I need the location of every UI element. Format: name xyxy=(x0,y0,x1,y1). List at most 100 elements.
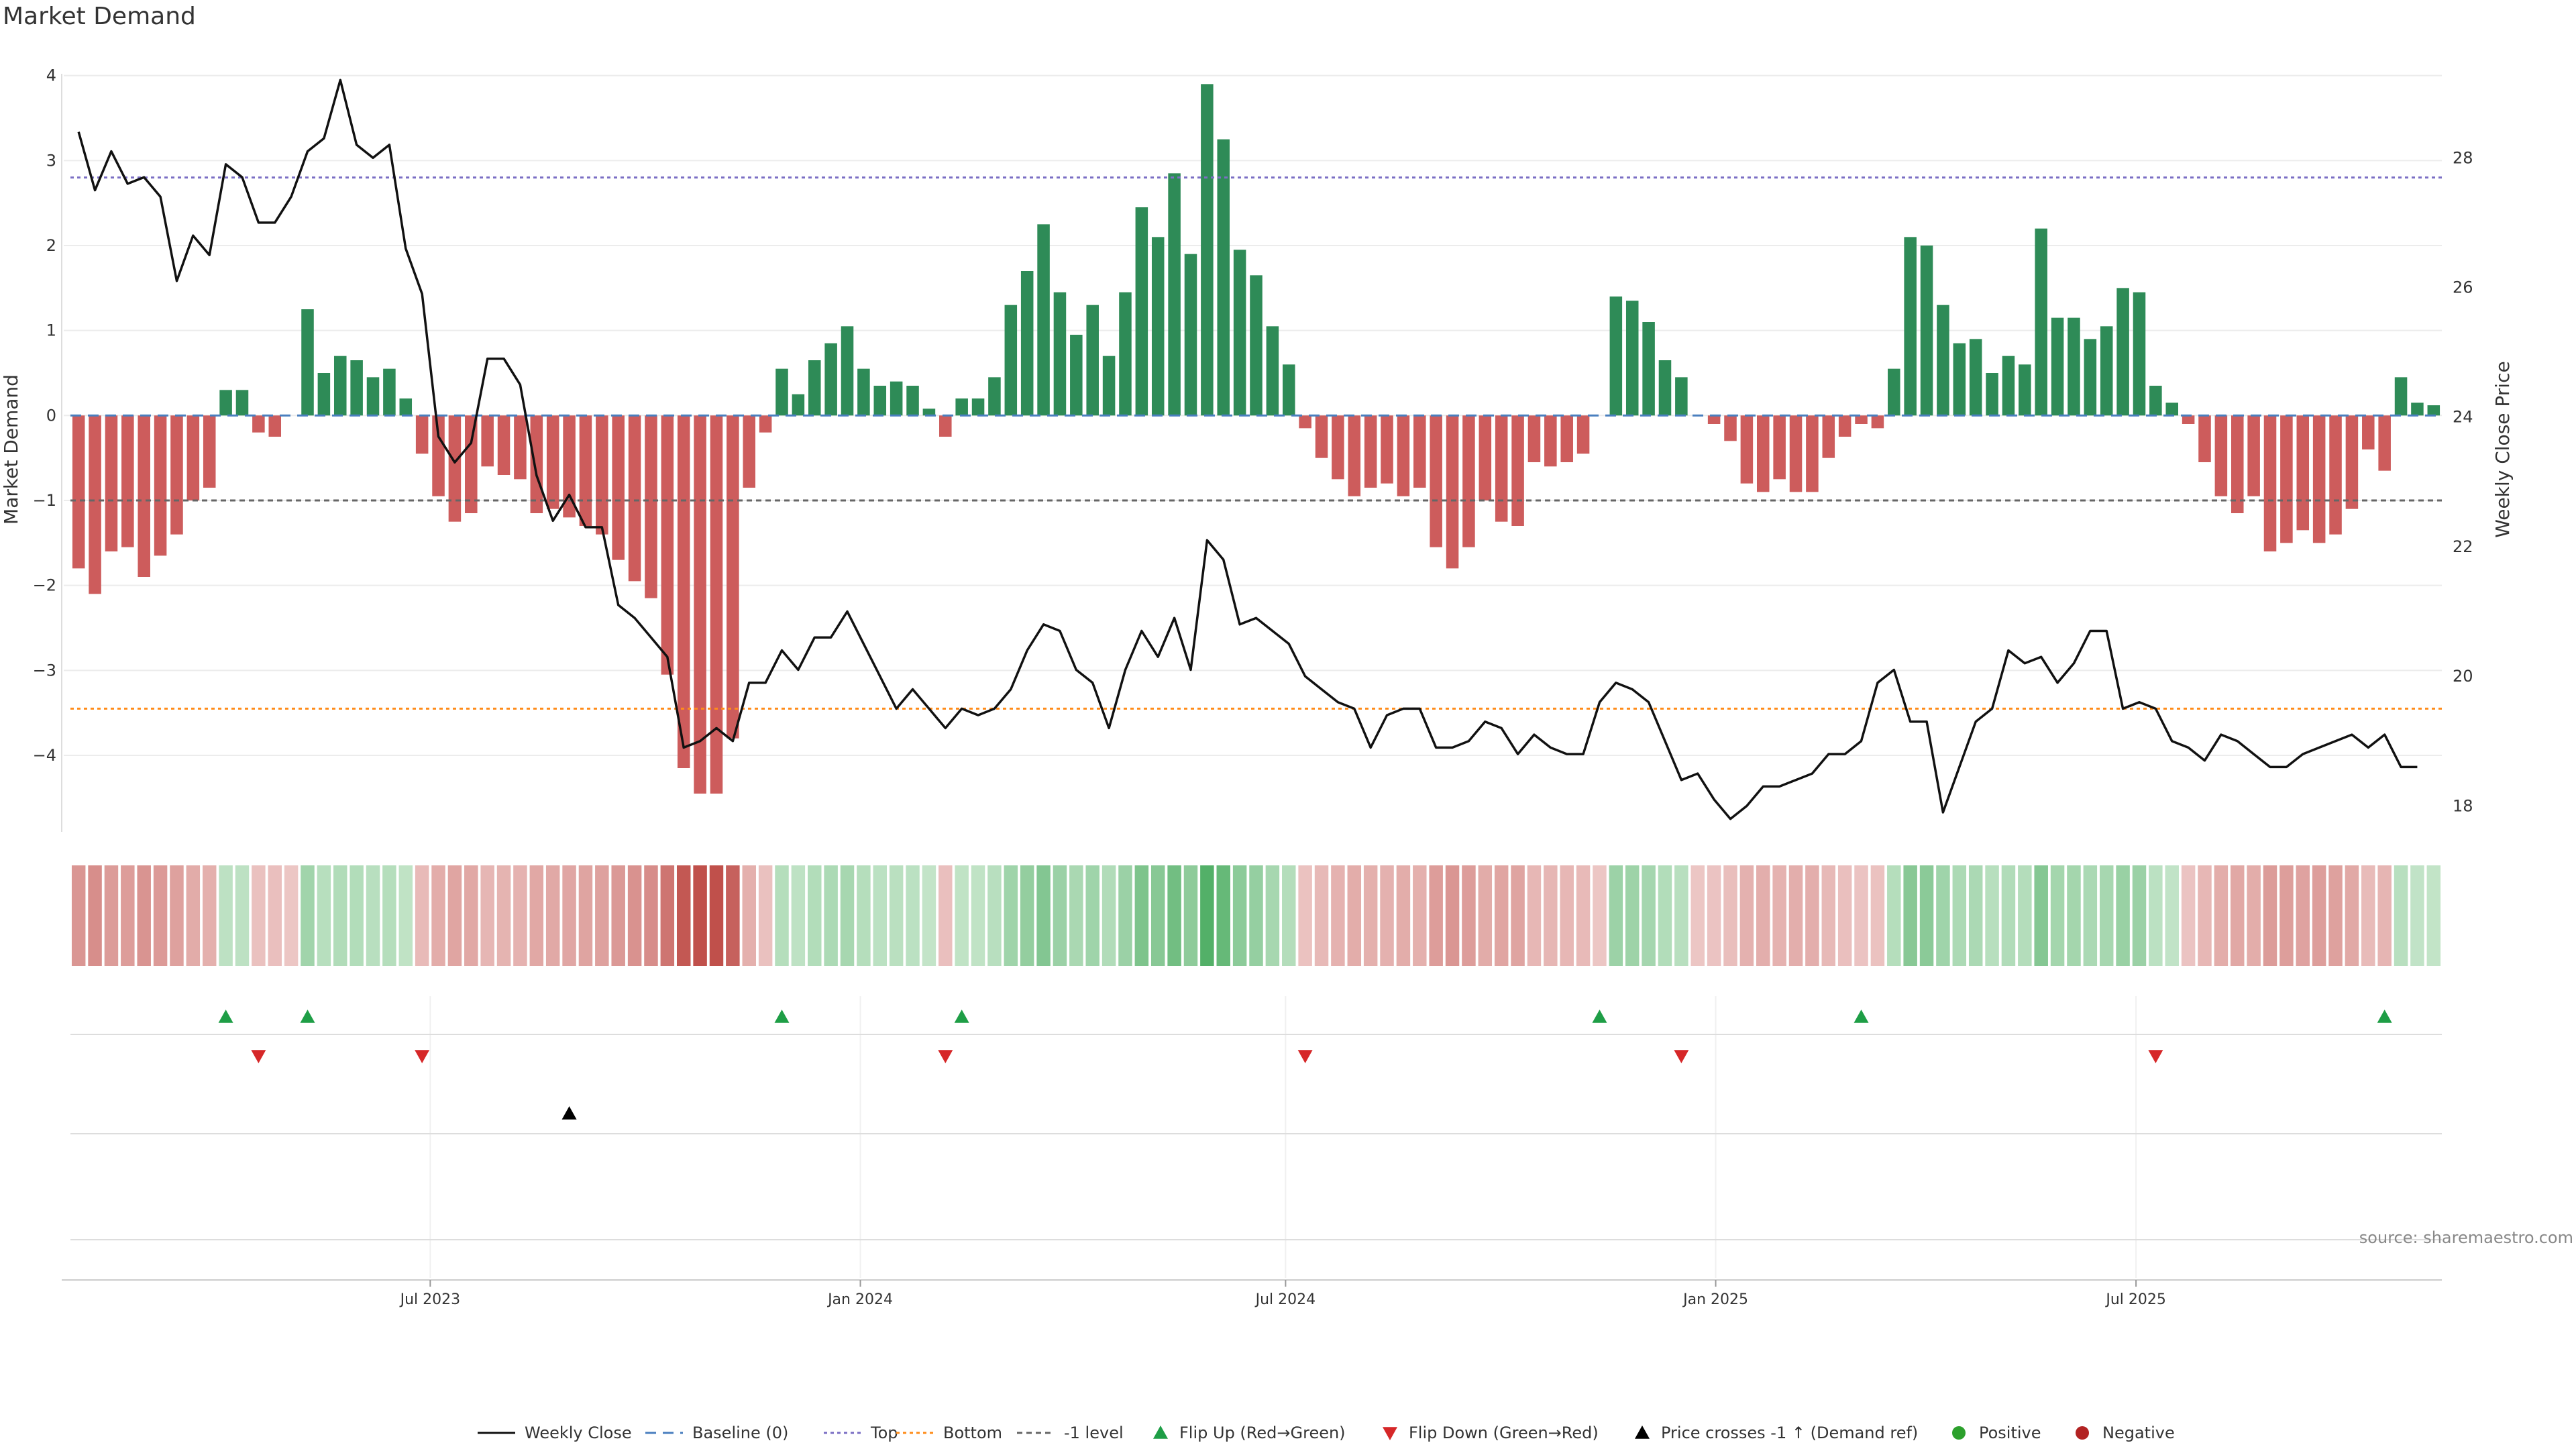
demand-bar xyxy=(1855,415,1868,424)
heat-cell xyxy=(2296,865,2310,966)
demand-bar xyxy=(759,415,772,433)
heat-cell xyxy=(1298,865,1312,966)
heat-cell xyxy=(2214,865,2229,966)
heat-cell xyxy=(333,865,347,966)
heat-cell xyxy=(1118,865,1132,966)
heat-cell xyxy=(350,865,364,966)
heat-cell xyxy=(1609,865,1623,966)
heat-cell xyxy=(578,865,593,966)
demand-bar xyxy=(1724,415,1737,441)
flip-up-marker xyxy=(300,1010,315,1023)
demand-bar xyxy=(268,415,282,437)
demand-bar xyxy=(301,309,314,416)
heat-cell xyxy=(317,865,331,966)
heat-cell xyxy=(2263,865,2277,966)
heat-cell xyxy=(1167,865,1181,966)
heat-cell xyxy=(873,865,888,966)
heat-cell xyxy=(398,865,413,966)
heat-cell xyxy=(791,865,806,966)
y-tick-label-left: −1 xyxy=(33,491,56,510)
heat-cell xyxy=(382,865,396,966)
demand-bar xyxy=(219,390,232,416)
heat-cell xyxy=(1527,865,1542,966)
heat-cell xyxy=(2247,865,2261,966)
heat-cell xyxy=(1265,865,1280,966)
demand-bar xyxy=(2345,415,2359,509)
demand-bar xyxy=(1969,339,1982,416)
y-tick-label-left: −3 xyxy=(33,661,56,680)
demand-bar xyxy=(1462,415,1475,547)
flip-down-marker xyxy=(1674,1050,1689,1063)
page-title: Market Demand xyxy=(3,3,196,30)
y-tick-label-right: 24 xyxy=(2453,408,2473,427)
demand-bar xyxy=(1332,415,1344,480)
demand-bar xyxy=(1576,415,1590,454)
heat-cell xyxy=(775,865,789,966)
demand-bar xyxy=(203,415,216,488)
demand-bar xyxy=(890,381,903,416)
heat-cell xyxy=(1707,865,1721,966)
x-tick-label: Jan 2024 xyxy=(826,1291,893,1308)
heat-cell xyxy=(1102,865,1116,966)
heat-cell xyxy=(2279,865,2294,966)
heat-cell xyxy=(137,865,151,966)
heat-cell xyxy=(1396,865,1411,966)
demand-bar xyxy=(2296,415,2310,531)
flip-down-marker xyxy=(251,1050,266,1063)
heat-cell xyxy=(1085,865,1099,966)
demand-bar xyxy=(530,415,543,513)
demand-bar xyxy=(1527,415,1541,462)
heat-cell xyxy=(938,865,953,966)
demand-bar xyxy=(1053,292,1067,416)
demand-bar xyxy=(1675,377,1688,416)
demand-bar xyxy=(1953,343,1966,416)
x-tick-label: Jul 2024 xyxy=(1254,1291,1316,1308)
heat-cell xyxy=(2361,865,2375,966)
demand-bar xyxy=(2133,292,2146,416)
heat-cell xyxy=(1331,865,1345,966)
heat-cell xyxy=(170,865,184,966)
heat-cell xyxy=(1200,865,1214,966)
heat-cell xyxy=(889,865,904,966)
heat-cell xyxy=(693,865,707,966)
heat-cell xyxy=(1821,865,1836,966)
demand-bar xyxy=(2100,326,2113,416)
heat-cell xyxy=(2345,865,2359,966)
heat-cell xyxy=(1363,865,1378,966)
demand-bar xyxy=(1201,84,1214,416)
y-tick-label-right: 28 xyxy=(2453,148,2473,167)
heat-cell xyxy=(2377,865,2392,966)
legend-label: Flip Down (Green→Red) xyxy=(1409,1424,1599,1442)
demand-bar xyxy=(1397,415,1410,496)
heat-cell xyxy=(1576,865,1591,966)
demand-bar xyxy=(2035,228,2047,416)
legend-label: Weekly Close xyxy=(525,1424,632,1442)
demand-bar xyxy=(1838,415,1851,437)
heat-cell xyxy=(2116,865,2130,966)
demand-bar xyxy=(2198,415,2211,462)
demand-bar xyxy=(154,415,167,556)
demand-bar xyxy=(121,415,134,547)
demand-bar xyxy=(1904,237,1917,416)
heat-cell xyxy=(545,865,560,966)
flip-down-marker xyxy=(415,1050,430,1063)
heat-cell xyxy=(529,865,544,966)
x-tick-label: Jul 2025 xyxy=(2104,1291,2166,1308)
heat-cell xyxy=(987,865,1002,966)
heat-cell xyxy=(1347,865,1362,966)
demand-bar xyxy=(432,415,445,496)
demand-bar xyxy=(727,415,739,739)
heat-cell xyxy=(88,865,102,966)
heat-cell xyxy=(2165,865,2179,966)
demand-bar xyxy=(1348,415,1361,496)
demand-bar xyxy=(170,415,183,535)
y-tick-label-left: 0 xyxy=(46,406,56,425)
heat-cell xyxy=(1772,865,1786,966)
heat-cell xyxy=(1216,865,1230,966)
demand-bar xyxy=(596,415,608,535)
x-tick-label: Jul 2023 xyxy=(399,1291,461,1308)
heat-cell xyxy=(1282,865,1296,966)
heat-cell xyxy=(121,865,135,966)
demand-bar xyxy=(252,415,265,433)
demand-bar xyxy=(841,326,854,416)
